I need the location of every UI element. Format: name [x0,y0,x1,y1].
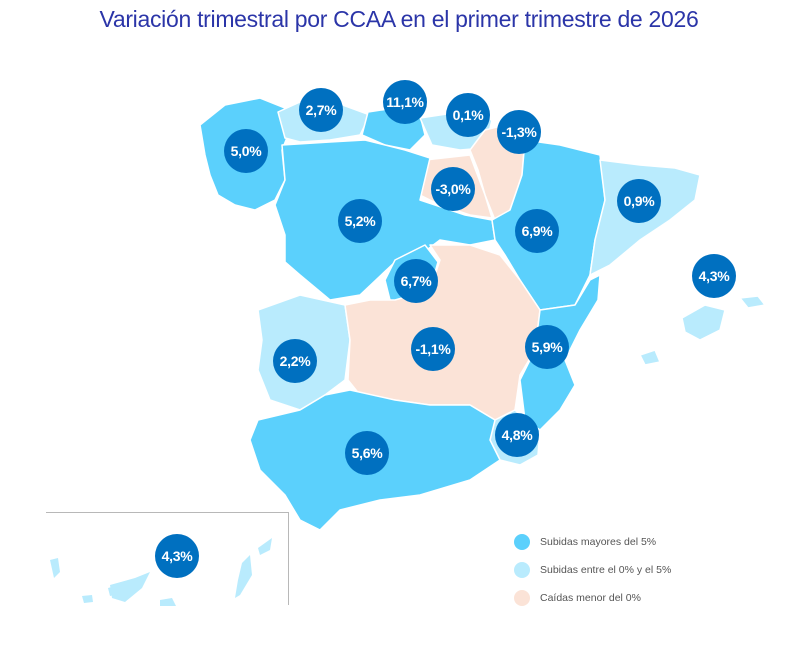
region-canarias-elhierro [82,595,93,603]
bubble-baleares: 4,3% [692,254,736,298]
bubble-pais-vasco: 0,1% [446,93,490,137]
bubble-andalucia: 5,6% [345,431,389,475]
bubble-madrid: 6,7% [394,259,438,303]
bubble-navarra: -1,3% [497,110,541,154]
region-baleares-ibiza [639,349,661,366]
region-canarias-lanzarote [258,538,272,555]
bubble-galicia: 5,0% [224,129,268,173]
region-canarias-lapalma [50,558,60,578]
bubble-murcia: 4,8% [495,413,539,457]
bubble-asturias: 2,7% [299,88,343,132]
legend-label: Subidas entre el 0% y el 5% [540,564,672,576]
bubble-castilla-mancha: -1,1% [411,327,455,371]
bubble-castilla-leon: 5,2% [338,199,382,243]
canarias-inset-frame [46,512,289,605]
bubble-valenciana: 5,9% [525,325,569,369]
region-baleares-mallorca [681,304,726,341]
region-baleares-menorca [739,295,766,309]
region-castilla-leon [274,139,496,301]
legend-label: Subidas mayores del 5% [540,536,657,548]
region-canarias-tenerife [110,572,150,602]
legend-swatch-high [514,534,530,550]
bubble-extremadura: 2,2% [273,339,317,383]
bubble-la-rioja: -3,0% [431,167,475,211]
bubble-cantabria: 11,1% [383,80,427,124]
legend-swatch-low [514,562,530,578]
legend-item-high: Subidas mayores del 5% [514,528,671,556]
region-canarias-fuerteventura [235,555,252,598]
bubble-aragon: 6,9% [515,209,559,253]
region-canarias-grancanaria [160,598,176,606]
legend-item-negative: Caídas menor del 0% [514,584,671,612]
bubble-cataluna: 0,9% [617,179,661,223]
bubble-canarias: 4,3% [155,534,199,578]
legend: Subidas mayores del 5% Subidas entre el … [514,528,671,612]
legend-item-low: Subidas entre el 0% y el 5% [514,556,671,584]
map-title: Variación trimestral por CCAA en el prim… [99,6,699,32]
legend-swatch-negative [514,590,530,606]
legend-label: Caídas menor del 0% [540,592,641,604]
